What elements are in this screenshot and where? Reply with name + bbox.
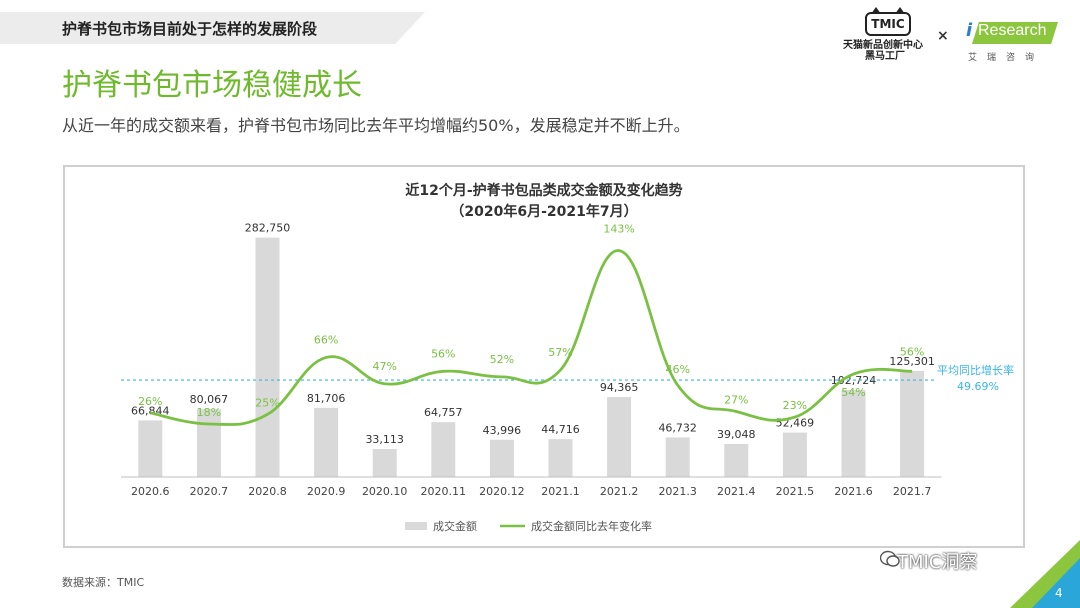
x-tick-label: 2020.9 <box>307 485 346 498</box>
header-band <box>0 12 425 44</box>
x-tick-label: 2020.8 <box>248 485 287 498</box>
x-tick-label: 2020.12 <box>479 485 525 498</box>
reference-line-label: 平均同比增长率 <box>937 363 1014 377</box>
tmic-logo-box: TMIC <box>865 7 911 36</box>
line-value-label: 25% <box>255 396 279 409</box>
line-value-label: 47% <box>372 360 396 373</box>
line-layer: 26% 18% 25% 66% 47% 56% 52% 57% 143% 46% 27% 23% 54%… <box>138 223 924 426</box>
iresearch-logo-cn: 艾瑞咨询 <box>968 53 1045 63</box>
reference-line-layer: 平均同比增长率 49.69% <box>121 363 1014 393</box>
chart-subtitle: （2020年6月-2021年7月） <box>450 203 637 220</box>
line-value-label: 54% <box>841 386 865 399</box>
chart-title: 近12个月-护脊书包品类成交金额及变化趋势 <box>405 182 682 199</box>
bar <box>900 370 925 477</box>
bars-layer: 66,84480,067282,75081,70633,11364,75743,… <box>131 222 935 477</box>
bar <box>665 437 690 477</box>
bar <box>372 448 397 477</box>
iresearch-logo-text: Research <box>978 22 1047 39</box>
bar <box>724 443 749 477</box>
chart-frame: 近12个月-护脊书包品类成交金额及变化趋势 （2020年6月-2021年7月） … <box>63 165 1025 548</box>
line-value-label: 52% <box>490 353 514 366</box>
bar-value-label: 64,757 <box>424 406 463 419</box>
line-value-label: 46% <box>665 363 689 376</box>
line-value-label: 23% <box>783 399 807 412</box>
x-tick-label: 2020.7 <box>190 485 229 498</box>
x-tick-label: 2021.7 <box>893 485 932 498</box>
bar-value-label: 80,067 <box>190 393 229 406</box>
x-tick-label: 2021.3 <box>658 485 697 498</box>
page-subtitle: 从近一年的成交额来看，护脊书包市场同比去年平均增幅约50%，发展稳定并不断上升。 <box>62 116 690 135</box>
bar <box>431 422 456 477</box>
tmic-logo-line2: 黑马工厂 <box>865 51 905 62</box>
bar <box>607 397 632 477</box>
bar-value-label: 43,996 <box>483 424 522 437</box>
bar <box>314 407 339 477</box>
x-tick-label: 2021.4 <box>717 485 756 498</box>
tmic-logo-subtext: 天猫新品创新中心 黑马工厂 <box>843 40 933 62</box>
source-note: 数据来源：TMIC <box>62 576 145 589</box>
line-value-label: 56% <box>900 345 924 358</box>
watermark: TMIC洞察 <box>897 552 978 573</box>
iresearch-logo: i Research 艾瑞咨询 <box>966 18 1058 63</box>
tmic-logo: TMIC 天猫新品创新中心 黑马工厂 <box>843 7 929 64</box>
line-value-label: 56% <box>431 347 455 360</box>
bar-value-label: 81,706 <box>307 392 346 405</box>
legend-line-label: 成交金额同比去年变化率 <box>531 519 652 533</box>
x-tick-label: 2021.1 <box>541 485 580 498</box>
bar <box>196 409 221 477</box>
bar-value-label: 125,301 <box>889 355 935 368</box>
bar <box>782 432 807 477</box>
bar-value-label: 44,716 <box>541 423 580 436</box>
bar <box>548 439 573 477</box>
bar-value-label: 33,113 <box>365 433 404 446</box>
legend-bar-label: 成交金额 <box>433 519 477 533</box>
bar-value-label: 94,365 <box>600 381 639 394</box>
bar <box>138 420 163 477</box>
x-tick-label: 2021.5 <box>776 485 815 498</box>
iresearch-logo-i: i <box>966 20 973 41</box>
x-tick-label: 2020.10 <box>362 485 408 498</box>
line-value-label: 26% <box>138 395 162 408</box>
line-value-label: 66% <box>314 333 338 346</box>
chart-svg: 近12个月-护脊书包品类成交金额及变化趋势 （2020年6月-2021年7月） … <box>121 182 1014 533</box>
x-tick-label: 2021.2 <box>600 485 639 498</box>
bar <box>841 390 866 477</box>
line-value-label: 27% <box>724 394 748 407</box>
legend: 成交金额 成交金额同比去年变化率 <box>405 519 652 533</box>
section-title: 护脊书包市场目前处于怎样的发展阶段 <box>62 20 318 38</box>
corner-decoration <box>1010 540 1080 608</box>
legend-bar-swatch <box>405 522 427 530</box>
x-tick-label: 2020.11 <box>421 485 467 498</box>
x-axis: 2020.6 2020.7 2020.8 2020.9 2020.10 2020.11 20… <box>121 476 942 498</box>
bar <box>255 237 280 477</box>
bar-value-label: 282,750 <box>245 222 291 235</box>
x-tick-label: 2020.6 <box>131 485 170 498</box>
line-value-label: 143% <box>603 223 634 236</box>
wechat-icon <box>880 550 900 567</box>
line-value-label: 57% <box>548 346 572 359</box>
page-number: 4 <box>1055 586 1063 600</box>
reference-line-value: 49.69% <box>957 380 999 393</box>
yoy-change-line <box>150 249 913 426</box>
bar-value-label: 46,732 <box>658 421 697 434</box>
line-value-label: 18% <box>197 406 221 419</box>
x-tick-label: 2021.6 <box>834 485 873 498</box>
page-title: 护脊书包市场稳健成长 <box>62 68 362 103</box>
tmic-logo-line1: 天猫新品创新中心 <box>843 40 923 51</box>
bar <box>489 439 514 477</box>
iresearch-logo-bar <box>972 22 1058 44</box>
bar-value-label: 39,048 <box>717 428 756 441</box>
cross-icon: × <box>937 28 949 44</box>
